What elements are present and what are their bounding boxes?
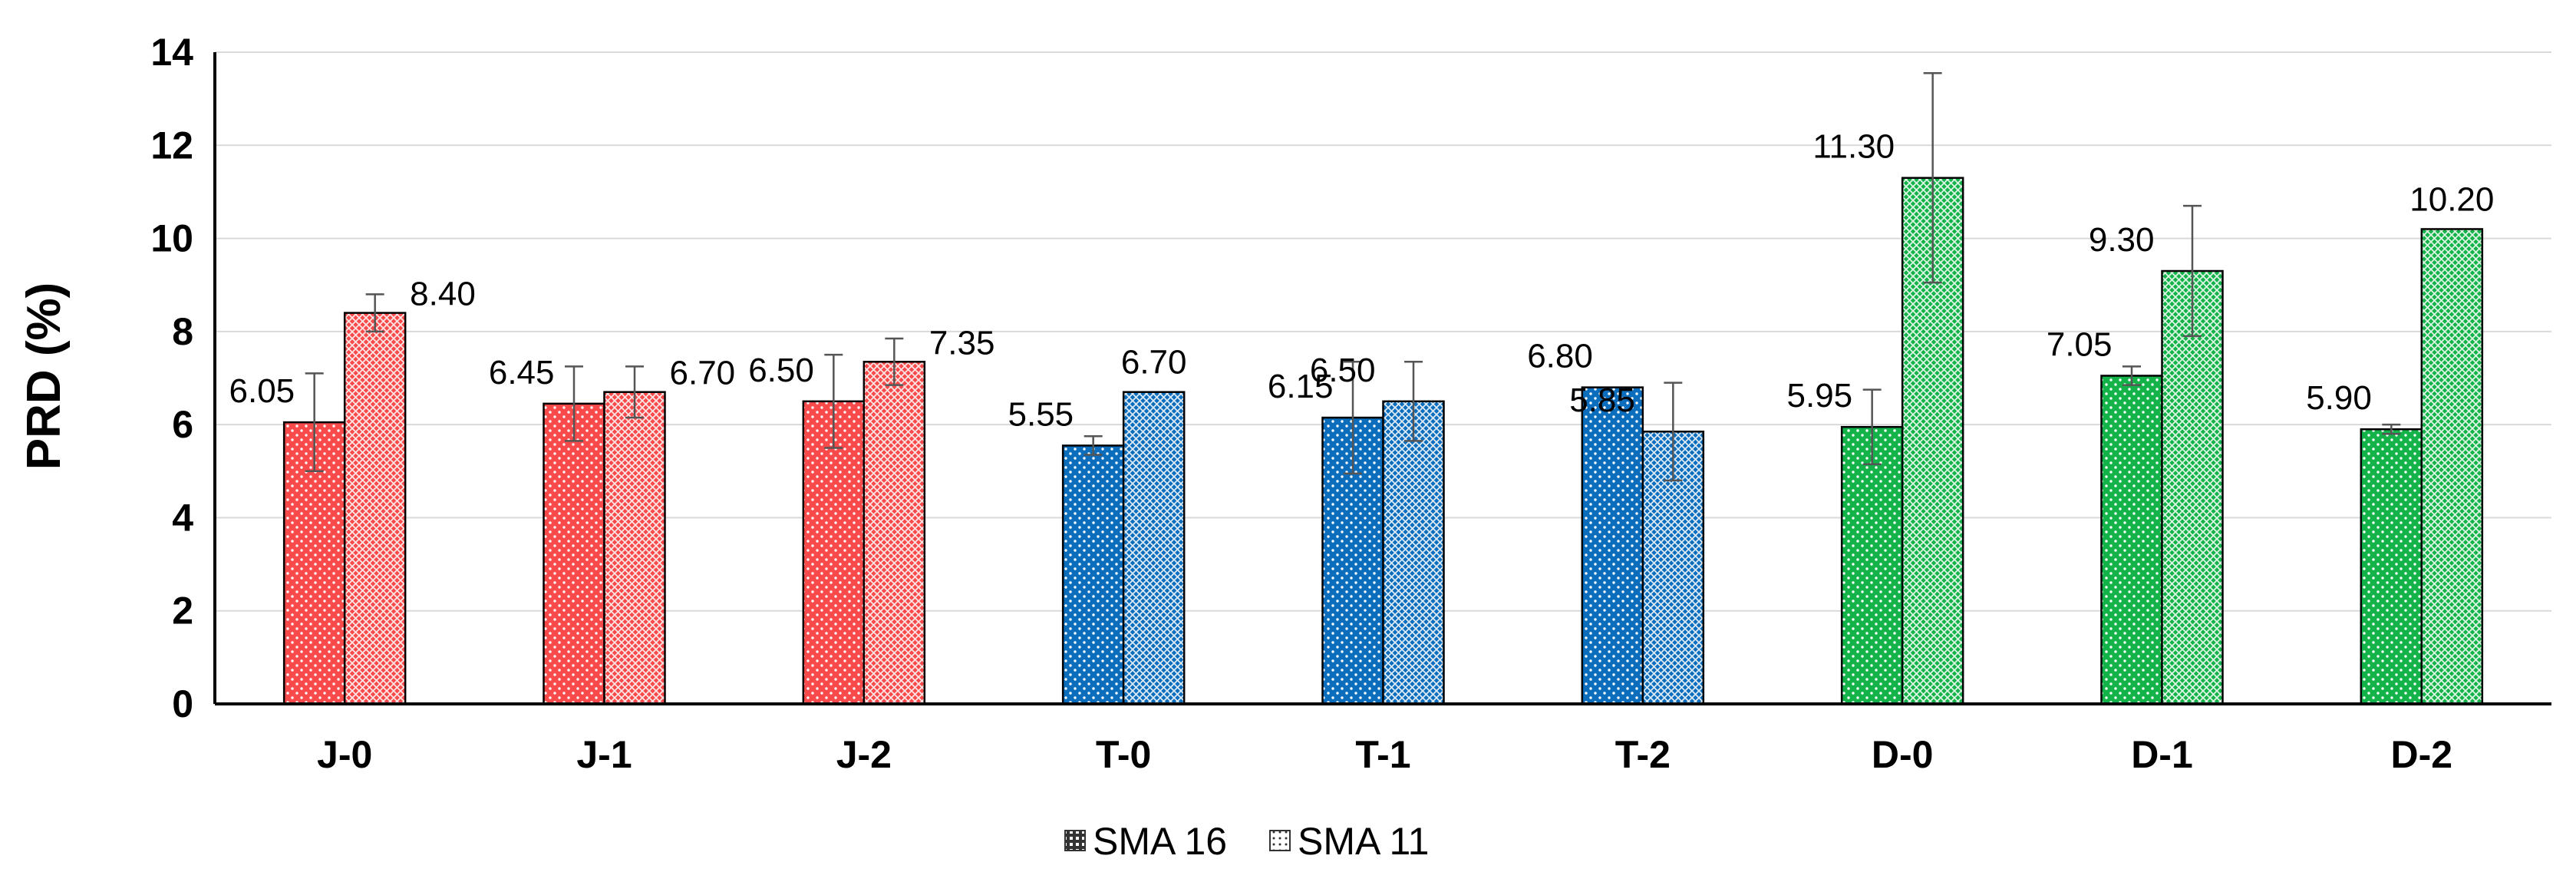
data-label: 10.20 <box>2409 180 2494 218</box>
x-tick-label: J-1 <box>576 733 632 776</box>
legend-label: SMA 11 <box>1298 820 1429 863</box>
data-label: 5.90 <box>2306 379 2372 417</box>
y-tick-label: 8 <box>172 310 193 353</box>
error-bar <box>1084 435 1103 456</box>
legend-item-sma11: SMA 11 <box>1269 820 1429 863</box>
bar-sma16-d-0 <box>1840 425 1904 705</box>
bar-sma11-t-1 <box>1382 400 1445 705</box>
error-bar <box>565 365 583 442</box>
data-label: 5.55 <box>1008 395 1074 433</box>
error-bar <box>885 337 904 386</box>
bar-sma16-t-0 <box>1061 444 1125 705</box>
data-label: 5.95 <box>1787 377 1853 415</box>
bar-sma16-d-1 <box>2100 375 2163 705</box>
bar-sma11-j-0 <box>343 312 407 705</box>
error-bar <box>1344 361 1362 475</box>
x-tick-label: T-0 <box>1096 733 1151 776</box>
bar-sma11-j-1 <box>603 391 666 705</box>
data-label: 6.80 <box>1527 338 1593 375</box>
axes: 0 2 4 6 8 10 12 14 J-0 J-1 J-2 T-0 T-1 T-2 D-0 D-1 D-2 <box>150 31 2551 776</box>
bar-sma11-t-0 <box>1122 391 1186 705</box>
bars <box>282 177 2484 705</box>
data-label: 6.05 <box>229 372 295 410</box>
data-labels: 6.058.406.45 6.70 6.507.355.556.706.156.50… <box>229 128 2495 434</box>
x-tick-label: D-0 <box>1872 733 1934 776</box>
x-tick-label: J-2 <box>836 733 892 776</box>
legend-label: SMA 16 <box>1093 820 1227 863</box>
data-label: 6.15 <box>1268 368 1334 405</box>
data-label: 6.45 <box>489 354 555 391</box>
data-label: 7.05 <box>2047 325 2113 363</box>
y-tick-label: 10 <box>150 217 193 260</box>
x-tick-label: T-1 <box>1355 733 1410 776</box>
error-bar <box>1862 388 1882 465</box>
data-label: 6.50 <box>748 352 814 389</box>
error-bar <box>1404 361 1423 442</box>
data-label: 8.40 <box>410 276 476 313</box>
error-bar <box>1923 72 1942 284</box>
data-label: 9.30 <box>2089 221 2155 259</box>
x-tick-label: T-2 <box>1615 733 1671 776</box>
error-bar <box>305 372 324 473</box>
data-label: 6.50 <box>1310 352 1376 389</box>
data-label: 11.30 <box>1812 128 1895 166</box>
bar-sma16-d-2 <box>2360 428 2423 705</box>
legend-item-sma16: SMA 16 <box>1064 820 1227 863</box>
bar-sma11-d-1 <box>2161 269 2224 705</box>
y-tick-label: 4 <box>172 496 193 539</box>
bar-sma16-t-2 <box>1581 386 1644 705</box>
legend-swatch <box>1269 830 1291 851</box>
error-bar <box>625 365 644 419</box>
error-bar <box>2183 204 2202 338</box>
y-tick-label: 2 <box>172 590 193 633</box>
legend: SMA 16 SMA 11 <box>1064 820 1429 863</box>
error-bar <box>365 293 384 333</box>
bar-sma11-j-2 <box>863 361 926 705</box>
y-tick-label: 14 <box>150 31 193 74</box>
data-label: 6.70 <box>1121 344 1187 382</box>
error-bar <box>2122 365 2141 386</box>
y-axis-title: PRD (%) <box>18 282 71 471</box>
error-bars <box>305 72 2401 482</box>
bar-sma16-j-2 <box>802 400 866 705</box>
bar-sma11-d-2 <box>2420 228 2484 705</box>
error-bar <box>2382 423 2401 435</box>
y-tick-label: 12 <box>150 124 193 167</box>
y-tick-label: 6 <box>172 403 193 446</box>
data-label: 6.70 <box>670 355 736 392</box>
x-tick-label: J-0 <box>317 733 372 776</box>
x-tick-label: D-2 <box>2391 733 2453 776</box>
data-label: 7.35 <box>929 324 995 362</box>
x-tick-label: D-1 <box>2131 733 2193 776</box>
legend-swatch <box>1064 830 1086 851</box>
error-bar <box>824 353 843 449</box>
y-tick-label: 0 <box>172 682 193 725</box>
data-label: 5.85 <box>1569 382 1635 419</box>
error-bar <box>1664 382 1683 482</box>
bar-sma16-j-1 <box>543 402 605 705</box>
